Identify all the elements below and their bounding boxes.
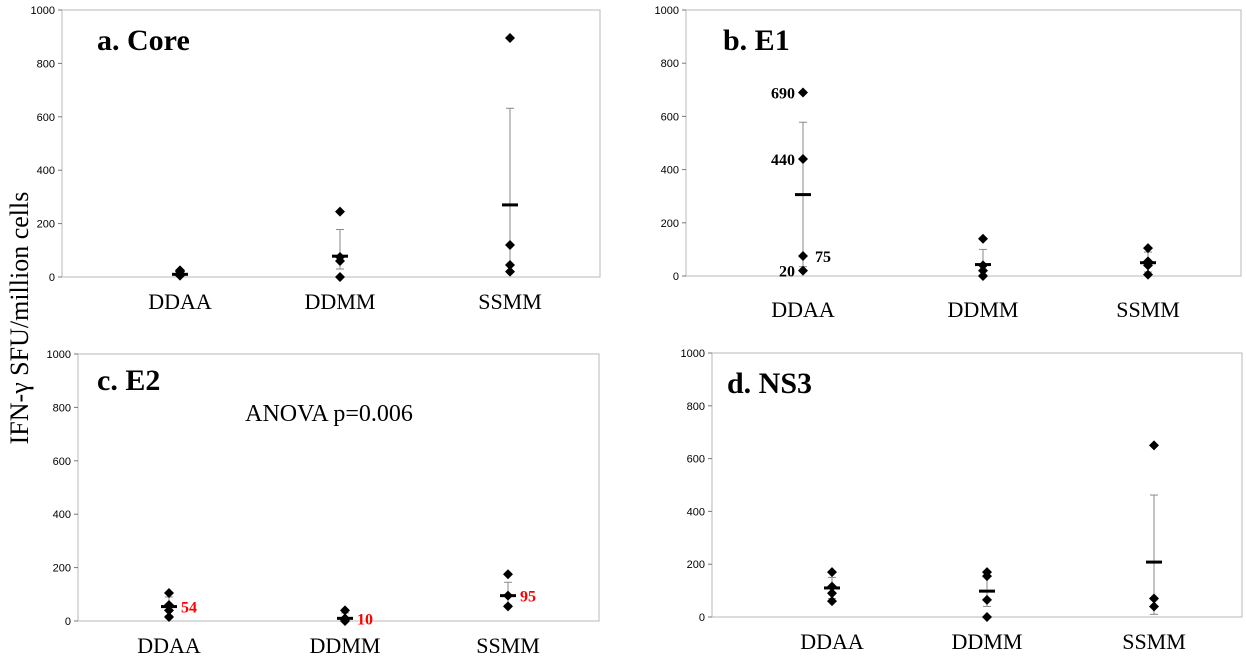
data-point — [164, 587, 174, 598]
y-tick-label: 400 — [687, 506, 705, 518]
data-point — [335, 206, 345, 217]
y-tick-label: 0 — [49, 272, 55, 284]
y-tick-label: 1000 — [655, 5, 679, 17]
y-tick-label: 400 — [53, 509, 71, 521]
data-point — [982, 567, 992, 578]
y-tick-label: 0 — [699, 612, 705, 624]
panel-title: b. E1 — [723, 24, 790, 57]
y-axis-label: IFN-γ SFU/million cells — [5, 192, 34, 445]
y-tick-label: 400 — [661, 165, 679, 177]
data-point — [827, 588, 837, 599]
data-point — [164, 611, 174, 622]
category-label: SSMM — [476, 633, 540, 658]
y-tick-label: 800 — [661, 58, 679, 70]
category-label: SSMM — [478, 289, 542, 314]
category-label: DDMM — [305, 289, 376, 314]
data-point — [798, 265, 808, 276]
y-tick-label: 600 — [37, 112, 55, 124]
panel-title: d. NS3 — [727, 367, 812, 400]
category-label: DDAA — [800, 629, 864, 654]
y-tick-label: 600 — [687, 454, 705, 466]
data-point — [982, 594, 992, 605]
y-tick-label: 600 — [53, 456, 71, 468]
category-label: SSMM — [1116, 297, 1180, 322]
y-tick-label: 800 — [53, 402, 71, 414]
category-label: DDMM — [952, 629, 1023, 654]
y-tick-label: 1000 — [681, 348, 705, 360]
plot-frame — [711, 352, 1243, 618]
data-point — [827, 596, 837, 607]
data-point — [978, 265, 988, 276]
category-label: SSMM — [1122, 629, 1186, 654]
category-label: DDAA — [148, 289, 212, 314]
data-point — [982, 612, 992, 622]
point-value-label: 75 — [815, 249, 831, 266]
data-point — [798, 251, 808, 262]
y-tick-label: 200 — [687, 559, 705, 571]
anova-annotation: ANOVA p=0.006 — [245, 401, 413, 427]
data-point — [1143, 243, 1153, 254]
data-point — [505, 239, 515, 250]
plot-frame — [61, 9, 601, 278]
panel-c: 0 200 400 600 800 1000 DDAA DDMM SSMM c. E2 ANOVA … — [47, 349, 600, 658]
y-tick-label: 1000 — [47, 349, 71, 361]
y-tick-label: 200 — [37, 219, 55, 231]
data-point — [1143, 269, 1153, 280]
data-point — [827, 567, 837, 578]
y-tick-label: 600 — [661, 111, 679, 123]
y-tick-label: 800 — [37, 58, 55, 70]
point-value-label: 440 — [771, 152, 795, 169]
data-point — [340, 605, 350, 616]
category-label: DDAA — [137, 633, 201, 658]
data-point — [505, 259, 515, 270]
data-point — [503, 569, 513, 580]
point-value-label: 54 — [181, 600, 197, 617]
data-point — [798, 153, 808, 164]
data-point — [1149, 601, 1159, 612]
data-point — [175, 265, 185, 276]
data-point — [164, 599, 174, 610]
plot-frame — [77, 353, 600, 622]
point-value-label: 95 — [520, 589, 536, 606]
panel-title: c. E2 — [97, 364, 160, 397]
point-value-label: 20 — [779, 264, 795, 281]
y-tick-label: 0 — [673, 271, 679, 283]
y-tick-label: 0 — [65, 616, 71, 628]
point-value-label: 690 — [771, 85, 795, 102]
y-tick-label: 800 — [687, 401, 705, 413]
data-point — [978, 233, 988, 244]
data-point — [505, 266, 515, 277]
data-point — [505, 33, 515, 44]
panel-title: a. Core — [97, 24, 190, 57]
data-point — [503, 601, 513, 612]
point-value-label: 10 — [357, 611, 373, 628]
panel-d: 0 200 400 600 800 1000 DDAA DDMM SSMM d. NS3 — [681, 348, 1243, 654]
y-tick-label: 1000 — [31, 5, 55, 17]
category-label: DDAA — [771, 297, 835, 322]
y-tick-label: 200 — [53, 563, 71, 575]
category-label: DDMM — [948, 297, 1019, 322]
data-point — [1149, 593, 1159, 604]
plot-frame — [685, 9, 1242, 277]
panel-b: 0 200 400 600 800 1000 DDAA DDMM SSMM b. E1 690 440… — [655, 5, 1242, 322]
data-point — [1149, 440, 1159, 451]
data-point — [798, 87, 808, 98]
data-point — [978, 271, 988, 281]
category-label: DDMM — [310, 633, 381, 658]
y-tick-label: 200 — [661, 218, 679, 230]
y-tick-label: 400 — [37, 165, 55, 177]
panel-a: 0 200 400 600 800 1000 DDAA DDMM SSMM a. Core — [31, 5, 601, 314]
data-point — [335, 272, 345, 282]
